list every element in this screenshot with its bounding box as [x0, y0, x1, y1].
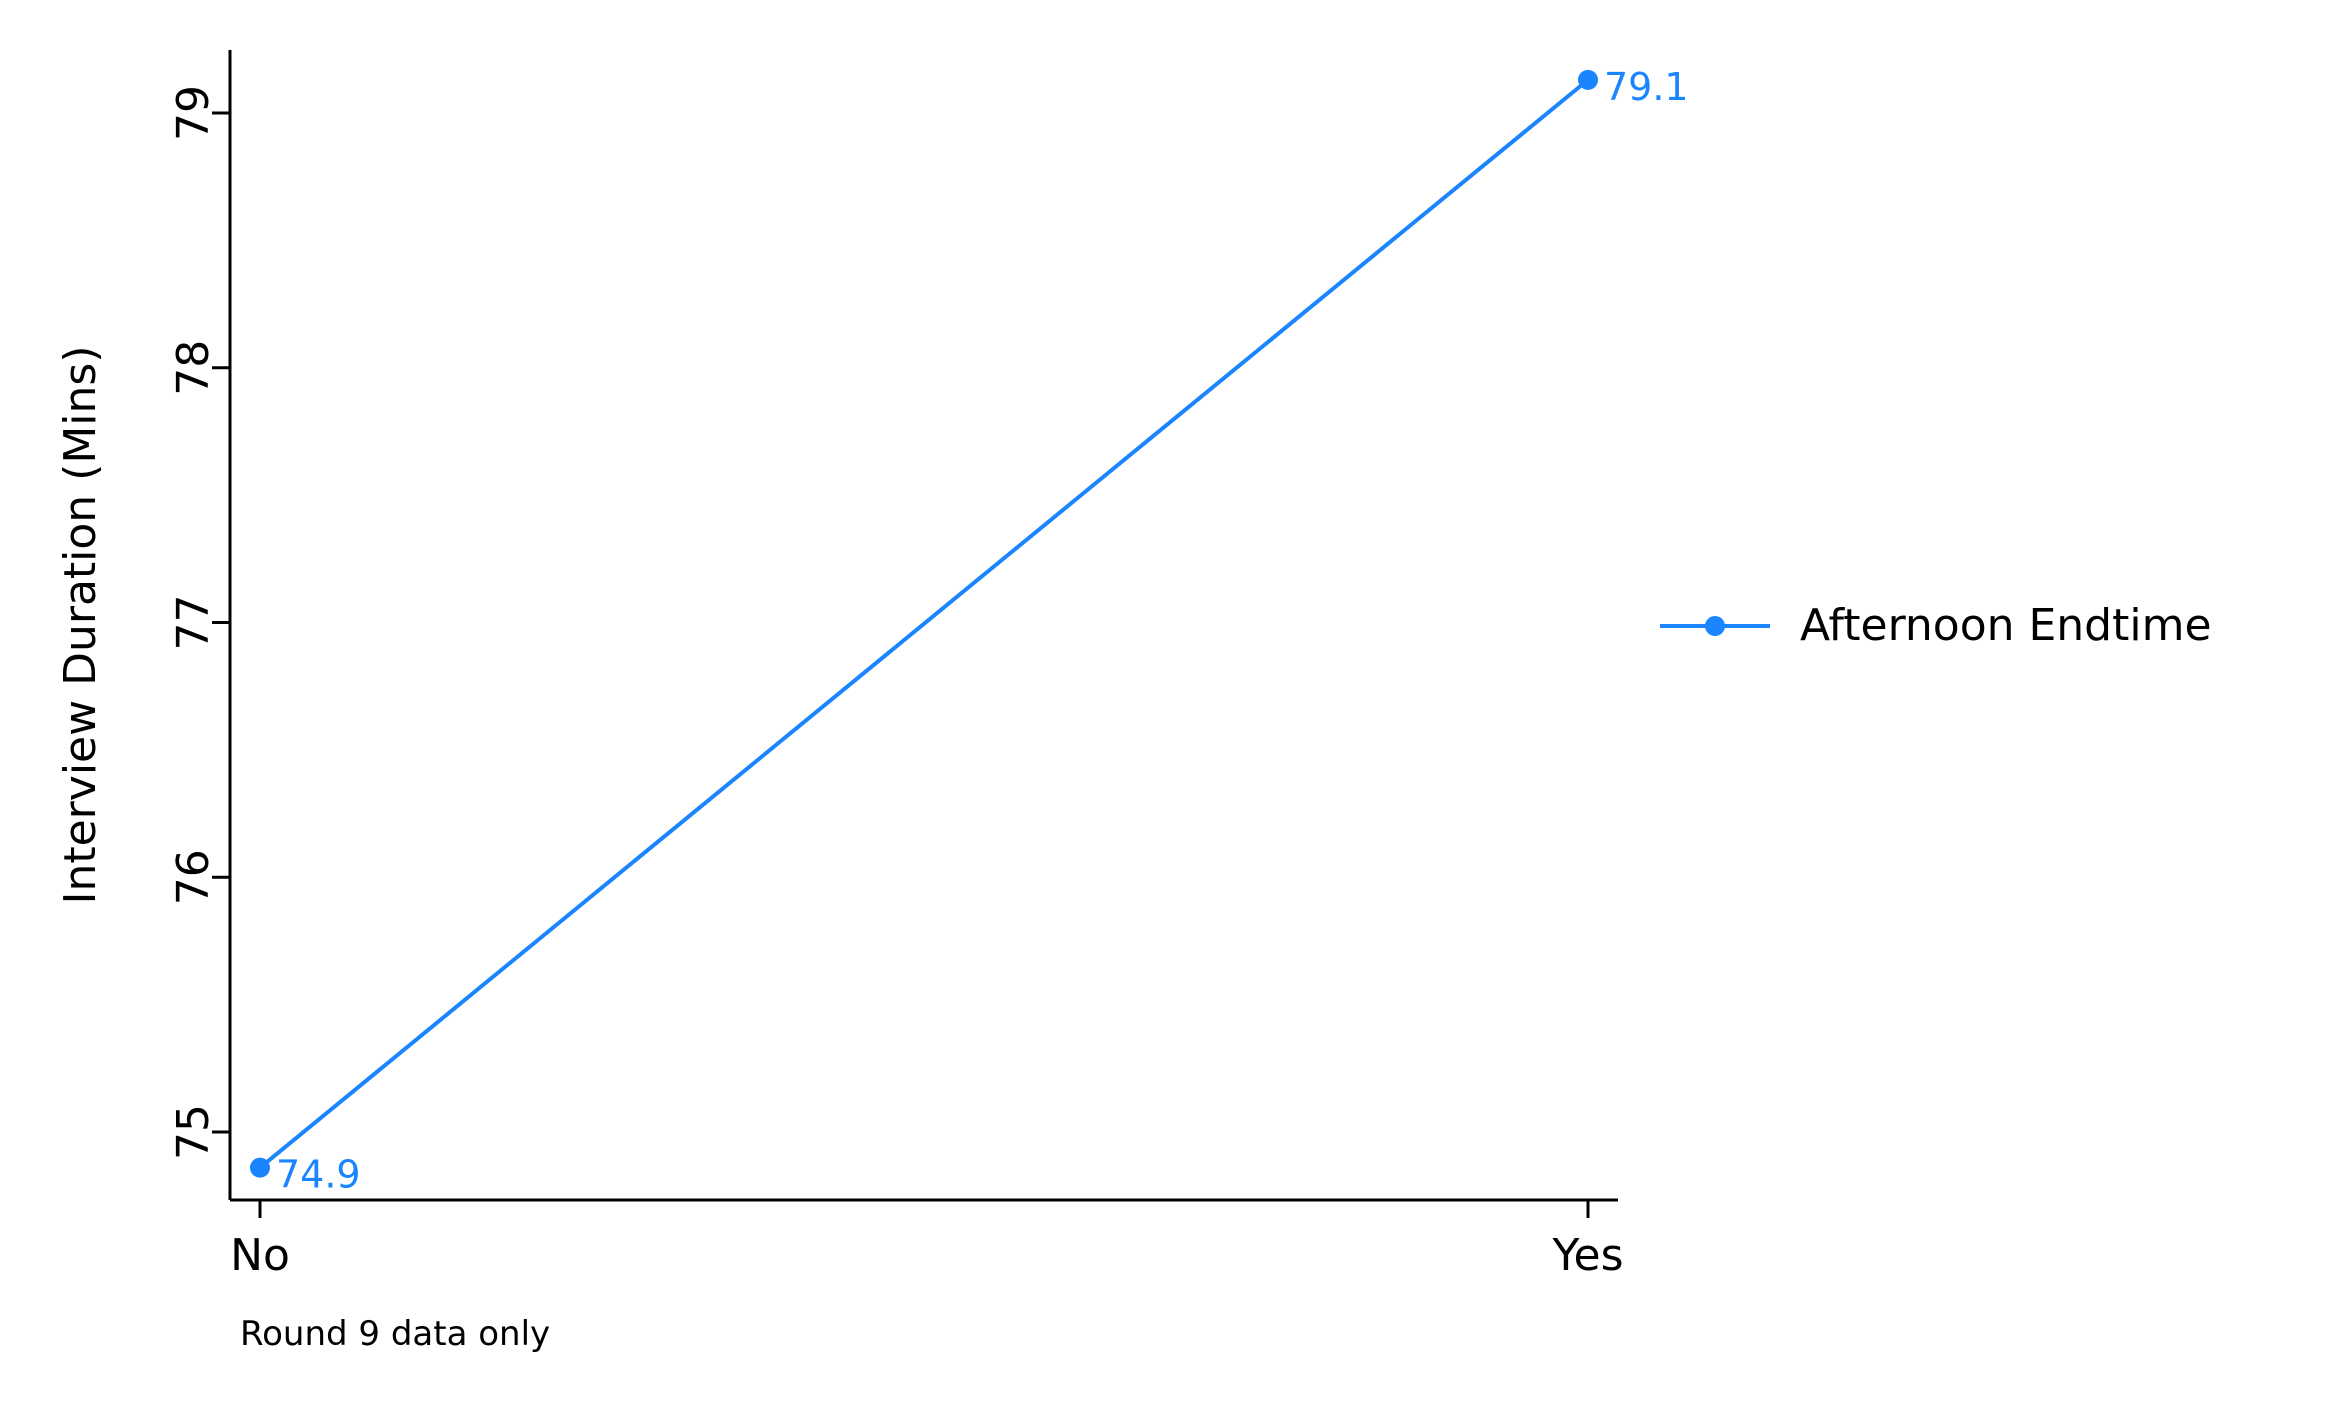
x-tick-label: Yes — [1551, 1230, 1623, 1281]
legend-marker-swatch — [1705, 616, 1725, 636]
series-layer: 74.9 79.1 — [250, 65, 1689, 1197]
legend: Afternoon Endtime — [1660, 600, 2212, 651]
axes: 75 76 77 78 79 No Yes — [168, 50, 1624, 1281]
x-ticks: No Yes — [230, 1200, 1624, 1281]
y-tick-label: 79 — [168, 85, 219, 141]
y-tick-label: 75 — [168, 1104, 219, 1160]
series-line — [258, 78, 1590, 1170]
x-tick-label: No — [230, 1230, 290, 1281]
y-tick-label: 77 — [168, 595, 219, 651]
y-tick-label: 76 — [168, 849, 219, 905]
data-label: 79.1 — [1604, 65, 1689, 109]
y-tick-label: 78 — [168, 340, 219, 396]
legend-label: Afternoon Endtime — [1800, 600, 2212, 651]
data-point — [1578, 69, 1598, 90]
data-point — [250, 1157, 270, 1178]
y-axis-title: Interview Duration (Mins) — [55, 345, 106, 904]
chart-note: Round 9 data only — [240, 1314, 550, 1354]
y-ticks: 75 76 77 78 79 — [168, 85, 230, 1160]
data-label: 74.9 — [276, 1153, 361, 1197]
